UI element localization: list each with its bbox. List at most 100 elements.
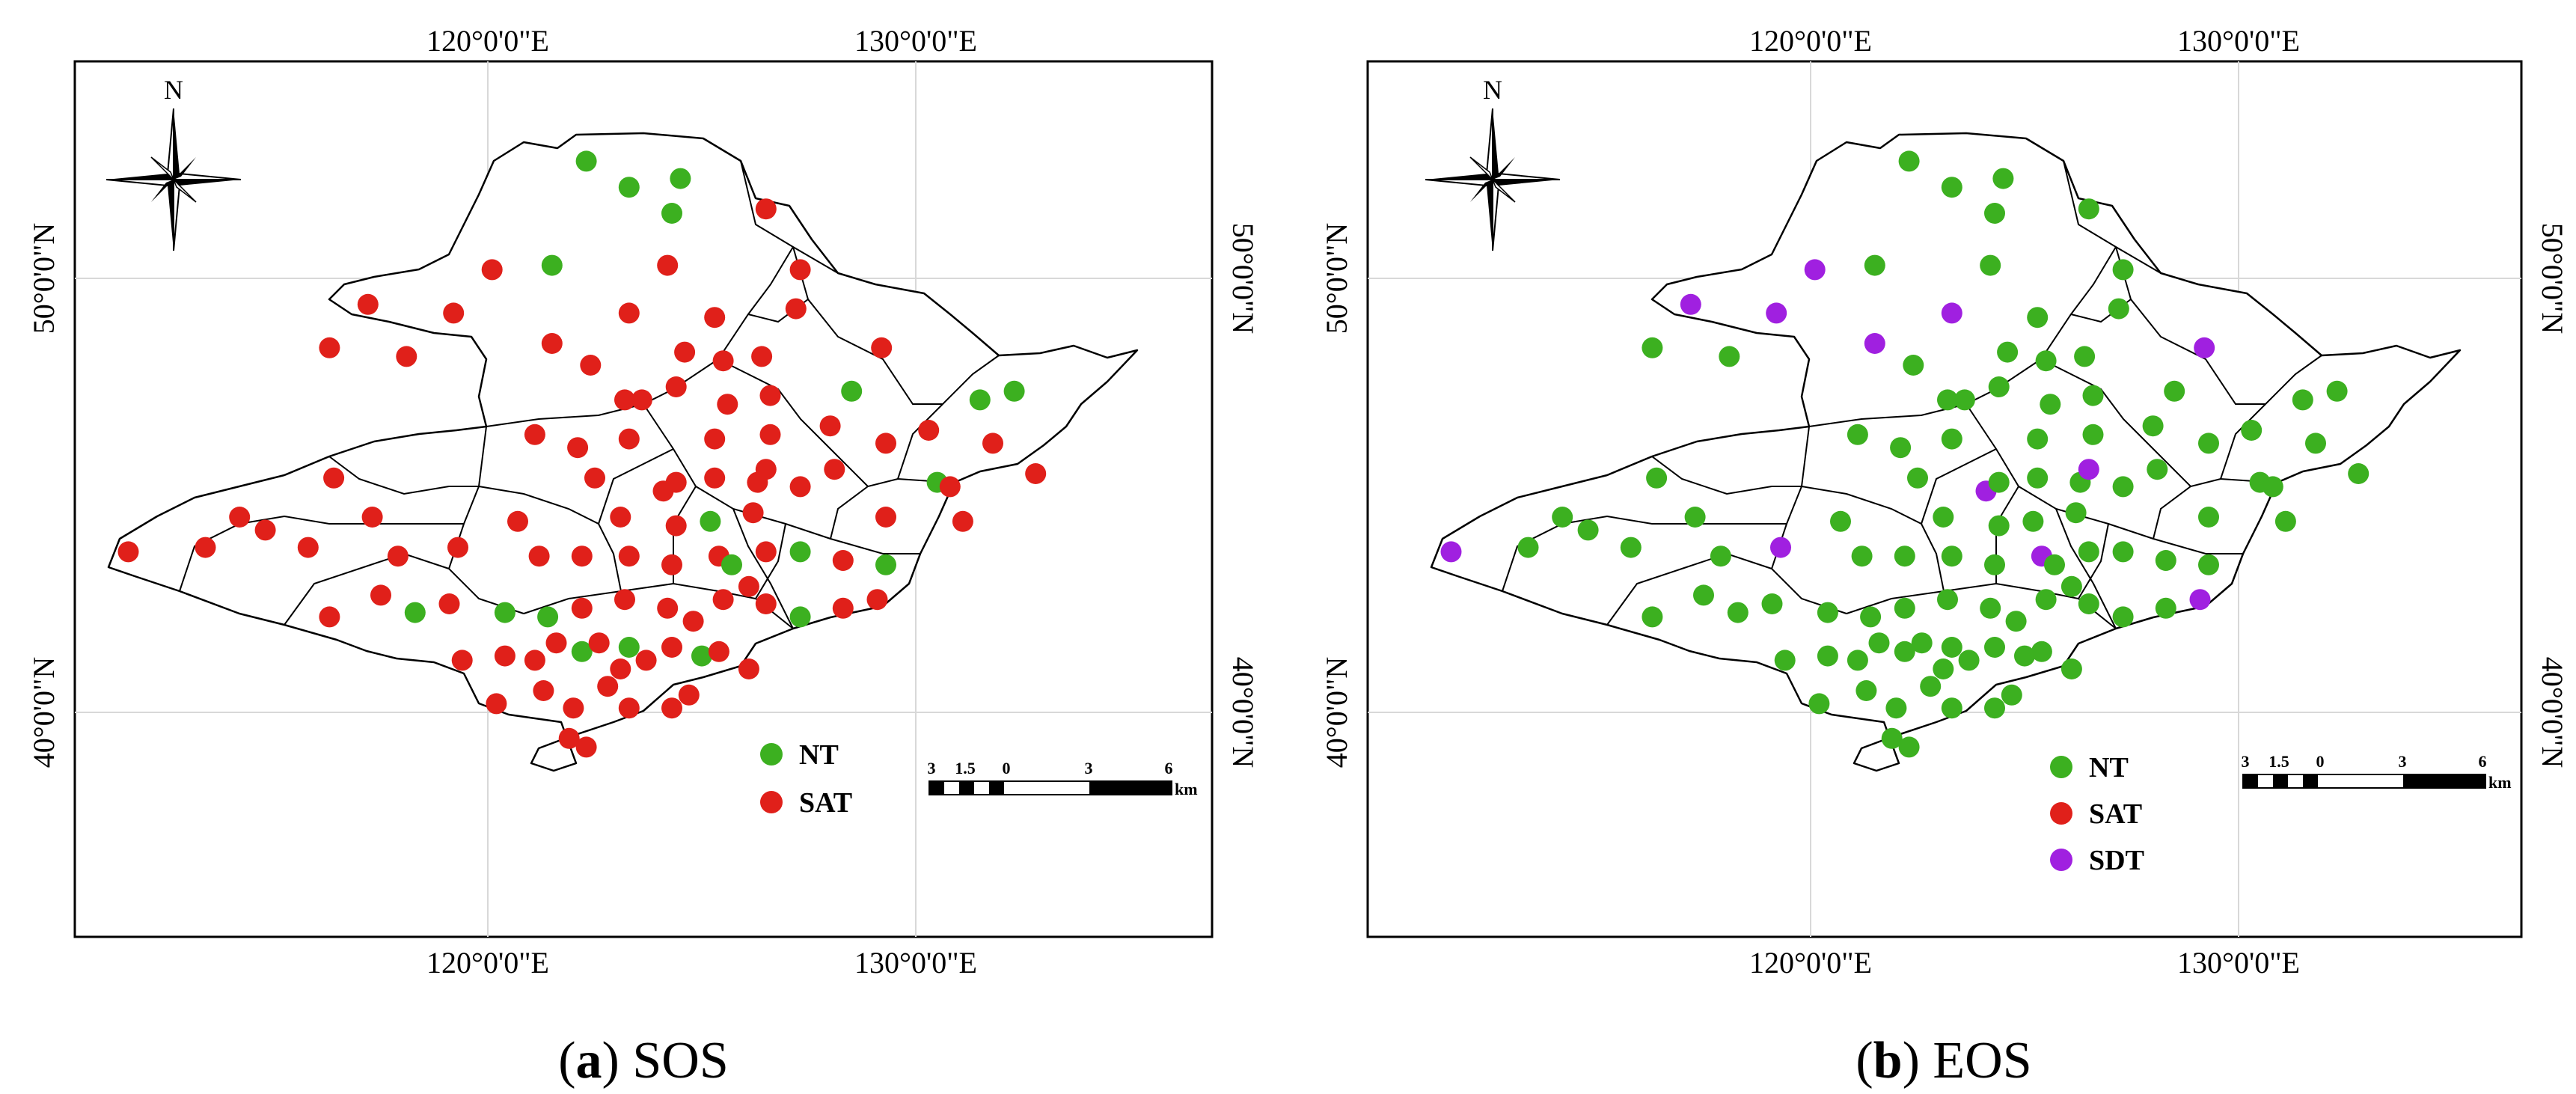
panel-b-station-nt-81 — [1860, 606, 1882, 628]
panel-a-station-sat-108 — [597, 676, 619, 697]
panel-a-station-sat-34 — [618, 428, 640, 450]
panel-a-station-nt-57 — [700, 510, 721, 532]
panel-a-station-sat-105 — [486, 693, 507, 715]
panel-b-station-nt-47 — [2147, 459, 2168, 480]
panel-b-caption: (b) EOS — [1855, 1032, 2031, 1090]
panel-b-station-nt-46 — [2112, 476, 2134, 498]
panel-a-station-nt-96 — [571, 641, 593, 662]
panel-a-station-sat-100 — [635, 650, 657, 671]
panel-a-station-sat-33 — [567, 437, 589, 459]
panel-a-station-sat-16 — [541, 333, 563, 354]
panel-a-left-tick-50: 50°0'0"N — [27, 223, 61, 334]
panel-b-station-nt-92 — [1774, 650, 1796, 671]
panel-b-station-sdt-9 — [1680, 293, 1701, 315]
panel-a-station-sat-103 — [708, 641, 729, 662]
panel-a-station-nt-78 — [404, 602, 426, 623]
panel-a-station-nt-0 — [575, 150, 597, 172]
panel-b-station-nt-72 — [2078, 541, 2099, 563]
panel-b-station-nt-78 — [1727, 602, 1749, 623]
panel-b-station-nt-104 — [2061, 658, 2082, 679]
panel-a-station-sat-15 — [396, 346, 417, 367]
panel-b-region-outline — [1430, 132, 2462, 772]
panel-a-station-nt-3 — [661, 203, 682, 224]
panel-a-station-sat-95 — [545, 632, 567, 654]
panel-b-station-nt-99 — [1941, 637, 1962, 658]
panel-a-station-sat-69 — [661, 554, 682, 575]
panel-a-station-sat-30 — [819, 415, 841, 437]
panel-a-station-sat-85 — [682, 611, 704, 632]
panel-b-station-nt-38 — [2305, 433, 2326, 454]
panel-a-station-sat-109 — [618, 697, 640, 719]
panel-b-scale-6: 6 — [2479, 752, 2487, 771]
panel-b-station-sdt-11 — [1941, 302, 1962, 324]
panel-a-station-sat-59 — [875, 507, 896, 528]
panel-b-station-nt-55 — [1933, 507, 1954, 528]
panel-b-station-nt-94 — [1847, 650, 1868, 671]
panel-b-north-label: N — [1483, 75, 1502, 105]
panel-a-caption-letter: a — [576, 1032, 602, 1090]
panel-a-station-sat-63 — [297, 537, 319, 558]
panel-b-station-nt-71 — [2044, 554, 2065, 575]
panel-b-station-nt-52 — [1577, 519, 1599, 541]
panel-a-station-sat-8 — [789, 259, 811, 281]
panel-a-station-nt-23 — [969, 389, 991, 411]
panel-a-station-sat-107 — [563, 697, 584, 719]
panel-b-station-nt-50 — [2348, 463, 2370, 484]
panel-b-station-nt-12 — [2027, 307, 2049, 328]
panel-b-station-nt-98 — [1933, 658, 1954, 679]
panel-a-station-sat-54 — [507, 510, 528, 532]
panel-a-station-sat-104 — [738, 658, 759, 679]
panel-a-station-sat-31 — [918, 420, 940, 441]
panel-b-station-nt-107 — [1885, 697, 1907, 719]
panel-b-station-nt-49 — [2262, 476, 2283, 498]
panel-a-station-sat-29 — [759, 385, 781, 406]
panel-a-station-sat-58 — [742, 502, 764, 524]
panel-a-bottom-tick-130: 130°0'0"E — [854, 946, 977, 980]
panel-b-station-nt-23 — [2292, 389, 2313, 411]
panel-a-station-sat-72 — [755, 541, 777, 563]
panel-b-station-nt-59 — [2198, 507, 2219, 528]
panel-b-station-nt-95 — [1868, 632, 1890, 654]
panel-a-station-nt-89 — [789, 606, 811, 628]
panel-b-station-sdt-6 — [1804, 259, 1826, 281]
panel-a-scale-unit: km — [1175, 780, 1198, 798]
panel-b-station-sdt-91 — [2189, 589, 2211, 611]
panel-a-station-sat-40 — [584, 467, 605, 489]
panel-a-station-sat-47 — [824, 459, 845, 480]
panel-a-station-sat-87 — [738, 575, 759, 597]
panel-a-station-sat-27 — [665, 376, 687, 397]
panel-a-top-tick-130: 130°0'0"E — [854, 24, 977, 58]
panel-b-station-nt-108 — [1920, 676, 1942, 697]
panel-a-station-sat-67 — [571, 546, 593, 567]
panel-a-station-sat-49 — [939, 476, 961, 498]
panel-a-map — [73, 60, 1214, 938]
panel-a-north-label: N — [164, 75, 183, 105]
panel-b-station-nt-101 — [1984, 637, 2005, 658]
panel-b-station-nt-96 — [1894, 641, 1915, 662]
panel-b-station-nt-26 — [1954, 389, 1975, 411]
panel-b-station-nt-4 — [1864, 254, 1885, 276]
panel-b-station-nt-40 — [1907, 467, 1928, 489]
panel-b-legend-nt-swatch — [2050, 756, 2072, 778]
panel-a-station-sat-61 — [117, 541, 139, 563]
panel-b-station-nt-37 — [2198, 433, 2219, 454]
panel-a-legend-nt-swatch — [760, 743, 783, 766]
panel-b-scale-1-5: 1.5 — [2268, 752, 2289, 771]
panel-a-station-sat-18 — [674, 341, 696, 363]
panel-a-station-sat-74 — [832, 550, 854, 571]
panel-b-station-sdt-10 — [1766, 302, 1787, 324]
panel-a-legend-nt-label: NT — [799, 739, 839, 771]
panel-a-station-sat-106 — [533, 680, 554, 701]
panel-b-station-nt-106 — [1855, 680, 1877, 701]
panel-a-station-nt-75 — [875, 554, 896, 575]
panel-b-station-nt-7 — [1980, 254, 2001, 276]
panel-b-station-nt-73 — [2112, 541, 2134, 563]
panel-b-station-nt-39 — [1646, 467, 1668, 489]
panel-a-station-sat-65 — [447, 537, 468, 558]
panel-b-station-nt-100 — [1958, 650, 1980, 671]
panel-a-station-sat-101 — [661, 637, 682, 658]
panel-a-station-sat-28 — [717, 394, 738, 415]
panel-a-station-nt-22 — [841, 380, 863, 402]
panel-a-station-sat-17 — [580, 355, 602, 376]
